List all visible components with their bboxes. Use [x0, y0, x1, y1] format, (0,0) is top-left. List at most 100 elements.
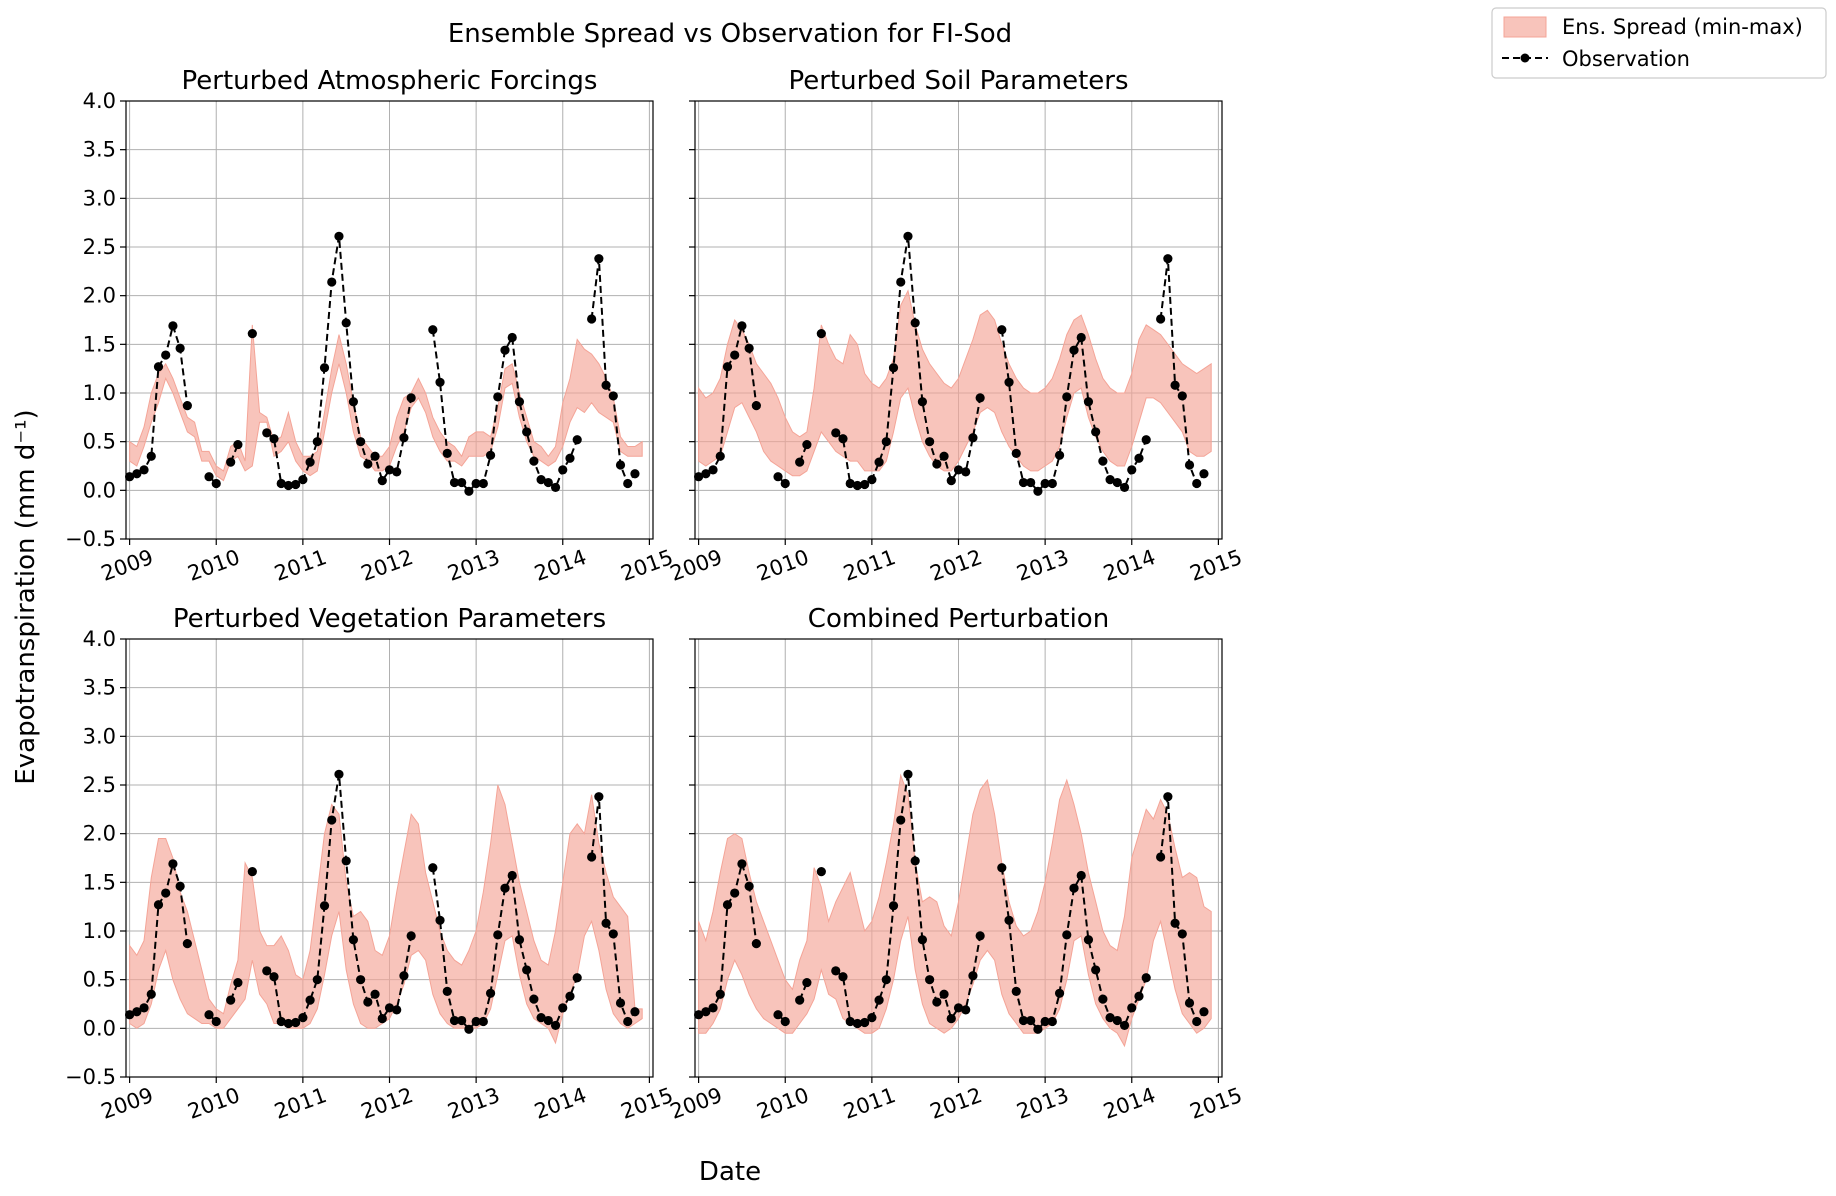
observation-point	[132, 1007, 142, 1017]
observation-point	[1083, 935, 1094, 945]
observation-point	[442, 986, 452, 996]
observation-point	[831, 966, 841, 976]
observation-point	[392, 467, 402, 477]
x-tick-label: 2009	[667, 1083, 725, 1124]
observation-point	[1184, 998, 1195, 1008]
y-axis-label: Evapotranspiration (mm d⁻¹)	[11, 409, 41, 784]
observation-point	[780, 478, 790, 489]
panel-2: 2009 2010 2011 2012 2013 2014 2015 Perturbed So…	[667, 66, 1245, 586]
y-tick-label: 2.5	[83, 235, 116, 259]
observation-point	[1112, 1015, 1122, 1026]
panel-title: Combined Perturbation	[808, 604, 1109, 634]
x-tick-label: 2012	[927, 545, 985, 586]
observation-point	[211, 1016, 221, 1027]
observation-point	[852, 1018, 863, 1029]
observation-point	[910, 856, 920, 866]
observation-point	[211, 478, 221, 489]
x-tick-label: 2014	[1100, 1083, 1158, 1124]
observation-point	[1192, 478, 1202, 489]
observation-point	[139, 465, 149, 475]
observation-point	[1163, 254, 1173, 264]
y-tick-label: 0.0	[83, 1016, 116, 1040]
observation-point	[925, 437, 935, 447]
observation-point	[406, 931, 416, 941]
observation-point	[1098, 994, 1108, 1004]
observation-point	[1184, 460, 1195, 470]
observation-point	[917, 935, 928, 945]
y-tick-label: −0.5	[65, 1065, 116, 1089]
observation-point	[1047, 1016, 1057, 1027]
observation-point	[816, 867, 826, 877]
observation-point	[615, 460, 626, 470]
y-tick-label: 4.0	[83, 627, 116, 651]
observation-point	[168, 859, 178, 869]
observation-point	[471, 478, 481, 489]
observation-point	[132, 469, 142, 479]
observation-point	[204, 1010, 214, 1020]
observation-point	[153, 900, 164, 910]
observation-point	[464, 1024, 474, 1034]
observation-point	[881, 975, 891, 985]
observation-point	[715, 989, 725, 999]
observation-point	[816, 329, 826, 339]
observation-point	[630, 469, 640, 479]
observation-point	[384, 1003, 395, 1013]
observation-point	[471, 1016, 481, 1027]
observation-point	[247, 329, 257, 339]
observation-point	[341, 318, 351, 328]
observation-point	[182, 401, 192, 411]
observation-point	[831, 428, 841, 438]
observation-point	[370, 989, 380, 999]
observation-point	[233, 977, 243, 988]
x-tick-label: 2011	[271, 545, 329, 586]
observation-point	[327, 815, 337, 825]
observation-point	[1177, 929, 1187, 939]
observation-point	[997, 863, 1007, 873]
x-tick-label: 2014	[531, 1083, 589, 1124]
observation-point	[168, 321, 178, 331]
observation-point	[529, 994, 539, 1004]
observation-point	[507, 332, 517, 343]
y-tick-label: 2.0	[83, 822, 116, 846]
observation-point	[838, 434, 848, 444]
observation-point	[968, 971, 978, 981]
observation-point	[708, 1003, 718, 1013]
observation-point	[1004, 377, 1014, 387]
observation-point	[399, 433, 409, 443]
observation-point	[464, 486, 474, 496]
observation-point	[802, 977, 812, 988]
observation-point	[744, 343, 754, 353]
y-tick-label: 3.5	[83, 138, 116, 162]
observation-point	[795, 457, 805, 467]
observation-point	[845, 478, 855, 489]
y-tick-label: 0.5	[83, 430, 116, 454]
observation-point	[435, 915, 445, 925]
observation-point	[146, 451, 156, 461]
observation-point	[946, 1014, 956, 1024]
observation-point	[860, 1017, 870, 1028]
observation-point	[903, 231, 913, 241]
legend-band-swatch	[1503, 16, 1547, 38]
observation-point	[961, 1005, 971, 1015]
observation-point	[1141, 435, 1151, 445]
observation-point	[1105, 1013, 1115, 1023]
panel-title: Perturbed Vegetation Parameters	[173, 604, 606, 634]
observation-point	[1177, 391, 1187, 401]
observation-point	[226, 457, 236, 467]
x-tick-label: 2010	[754, 1083, 812, 1124]
y-tick-label: 2.0	[83, 284, 116, 308]
observation-point	[1018, 1015, 1029, 1026]
observation-point	[932, 997, 942, 1007]
observation-point	[925, 975, 935, 985]
observation-point	[493, 930, 503, 940]
observation-point	[204, 472, 214, 482]
x-tick-label: 2013	[444, 1083, 502, 1124]
y-tick-label: 3.0	[83, 186, 116, 210]
observation-point	[751, 939, 761, 949]
y-tick-label: 3.0	[83, 724, 116, 748]
x-tick-label: 2010	[185, 545, 243, 586]
observation-point	[363, 459, 373, 469]
observation-point	[348, 397, 359, 407]
observation-point	[298, 1013, 308, 1023]
